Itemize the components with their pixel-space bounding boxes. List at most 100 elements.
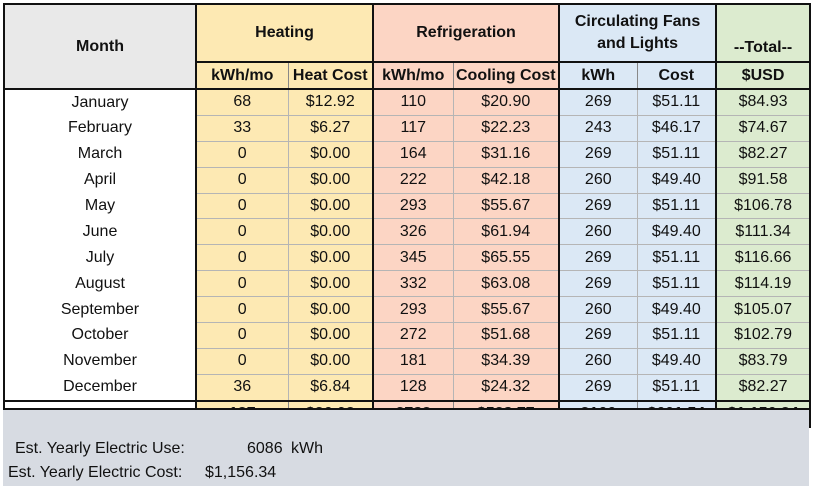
total-cell: $102.79 (715, 322, 812, 349)
summary-cost-row: Est. Yearly Electric Cost: $1,156.34 (8, 462, 276, 484)
total-cell: $74.67 (715, 114, 812, 142)
cooling-cost-cell: $24.32 (452, 373, 561, 402)
month-cell: October (3, 322, 197, 349)
header-fans-line2: and Lights (597, 35, 678, 52)
heat-kwh-cell: 0 (195, 166, 289, 194)
month-cell: September (3, 296, 197, 323)
fan-cost-cell: $51.11 (636, 140, 718, 168)
yearly-summary: Est. Yearly Electric Use: 6086 kWh Est. … (3, 408, 809, 486)
heat-cost-cell: $0.00 (287, 347, 375, 375)
heat-cost-cell: $0.00 (287, 140, 375, 168)
subheader-heat-kwh: kWh/mo (195, 61, 289, 90)
month-cell: January (3, 89, 197, 116)
fan-kwh-cell: 243 (558, 114, 638, 142)
fan-kwh-cell: 269 (558, 270, 638, 298)
header-fans-lights: Circulating Fans and Lights (558, 3, 718, 63)
fan-cost-cell: $49.40 (636, 296, 718, 324)
summary-use-unit: kWh (291, 440, 323, 457)
cooling-cost-cell: $55.67 (452, 192, 561, 220)
heat-kwh-cell: 0 (195, 218, 289, 246)
ref-kwh-cell: 272 (372, 322, 454, 349)
total-cell: $82.27 (715, 373, 812, 402)
fan-cost-cell: $51.11 (636, 88, 718, 116)
fan-kwh-cell: 269 (558, 244, 638, 272)
month-cell: December (3, 374, 197, 401)
ref-kwh-cell: 222 (372, 166, 454, 194)
ref-kwh-cell: 332 (372, 270, 454, 298)
cooling-cost-cell: $63.08 (452, 270, 561, 298)
cooling-cost-cell: $34.39 (452, 347, 561, 375)
month-cell: June (3, 218, 197, 245)
cooling-cost-cell: $20.90 (452, 88, 561, 116)
ref-kwh-cell: 345 (372, 244, 454, 272)
table-row: May 0 $0.00 293 $55.67 269 $51.11 $106.78 (3, 192, 812, 220)
table-row: December 36 $6.84 128 $24.32 269 $51.11 $82.27 (3, 373, 812, 402)
cooling-cost-cell: $31.16 (452, 140, 561, 168)
heat-cost-cell: $6.27 (287, 114, 375, 142)
fan-kwh-cell: 269 (558, 322, 638, 349)
month-cell: February (3, 115, 197, 142)
header-heating: Heating (194, 3, 375, 63)
header-refrigeration: Refrigeration (372, 3, 561, 63)
table-row: January 68 $12.92 110 $20.90 269 $51.11 $84.93 (3, 88, 812, 116)
table-row: August 0 $0.00 332 $63.08 269 $51.11 $114.19 (3, 270, 812, 298)
fan-kwh-cell: 269 (558, 88, 638, 116)
summary-use-row: Est. Yearly Electric Use: 6086 kWh (15, 438, 323, 460)
heat-cost-cell: $6.84 (287, 373, 375, 402)
total-cell: $111.34 (715, 218, 812, 246)
table-body: January 68 $12.92 110 $20.90 269 $51.11 $84.93 F… (3, 88, 812, 402)
heat-kwh-cell: 68 (195, 88, 289, 116)
heat-kwh-cell: 36 (195, 373, 289, 402)
heat-kwh-cell: 0 (195, 347, 289, 375)
summary-cost-value: $1,156.34 (205, 464, 277, 481)
heat-cost-cell: $0.00 (287, 166, 375, 194)
ref-kwh-cell: 128 (372, 373, 454, 402)
fan-kwh-cell: 260 (558, 296, 638, 324)
subheader-fan-cost: Cost (636, 61, 718, 90)
header-row-groups: Month Heating Refrigeration Circulating … (3, 3, 812, 90)
fan-cost-cell: $49.40 (636, 166, 718, 194)
heat-cost-cell: $0.00 (287, 270, 375, 298)
cooling-cost-cell: $55.67 (452, 296, 561, 324)
table-row: October 0 $0.00 272 $51.68 269 $51.11 $102.79 (3, 322, 812, 349)
total-cell: $116.66 (715, 244, 812, 272)
fan-cost-cell: $51.11 (636, 373, 718, 402)
ref-kwh-cell: 293 (372, 296, 454, 324)
fan-cost-cell: $49.40 (636, 218, 718, 246)
heat-cost-cell: $0.00 (287, 296, 375, 324)
fan-kwh-cell: 269 (558, 373, 638, 402)
cooling-cost-cell: $22.23 (452, 114, 561, 142)
month-cell: April (3, 167, 197, 194)
cooling-cost-cell: $42.18 (452, 166, 561, 194)
table-row: September 0 $0.00 293 $55.67 260 $49.40 $105.07 (3, 296, 812, 324)
heat-kwh-cell: 0 (195, 140, 289, 168)
month-cell: March (3, 141, 197, 168)
month-cell: August (3, 270, 197, 297)
table-row: June 0 $0.00 326 $61.94 260 $49.40 $111.34 (3, 218, 812, 246)
fan-kwh-cell: 269 (558, 140, 638, 168)
subheader-ref-kwh: kWh/mo (372, 61, 454, 90)
ref-kwh-cell: 110 (372, 88, 454, 116)
heat-kwh-cell: 0 (195, 296, 289, 324)
heat-cost-cell: $0.00 (287, 218, 375, 246)
heat-cost-cell: $0.00 (287, 322, 375, 349)
subheader-heat-cost: Heat Cost (287, 61, 375, 90)
fan-cost-cell: $51.11 (636, 322, 718, 349)
table-row: November 0 $0.00 181 $34.39 260 $49.40 $83.79 (3, 347, 812, 375)
fan-kwh-cell: 269 (558, 192, 638, 220)
summary-use-value: 6086 (247, 440, 283, 457)
heat-kwh-cell: 0 (195, 244, 289, 272)
total-cell: $91.58 (715, 166, 812, 194)
monthly-electric-table: Month Heating Refrigeration Circulating … (3, 3, 812, 428)
fan-kwh-cell: 260 (558, 218, 638, 246)
heat-cost-cell: $0.00 (287, 192, 375, 220)
total-cell: $105.07 (715, 296, 812, 324)
subheader-total-usd: $USD (715, 61, 812, 90)
header-month: Month (3, 3, 197, 90)
fan-cost-cell: $51.11 (636, 192, 718, 220)
total-cell: $84.93 (715, 88, 812, 116)
total-cell: $114.19 (715, 270, 812, 298)
month-cell: May (3, 193, 197, 219)
heat-kwh-cell: 0 (195, 322, 289, 349)
heat-cost-cell: $0.00 (287, 244, 375, 272)
